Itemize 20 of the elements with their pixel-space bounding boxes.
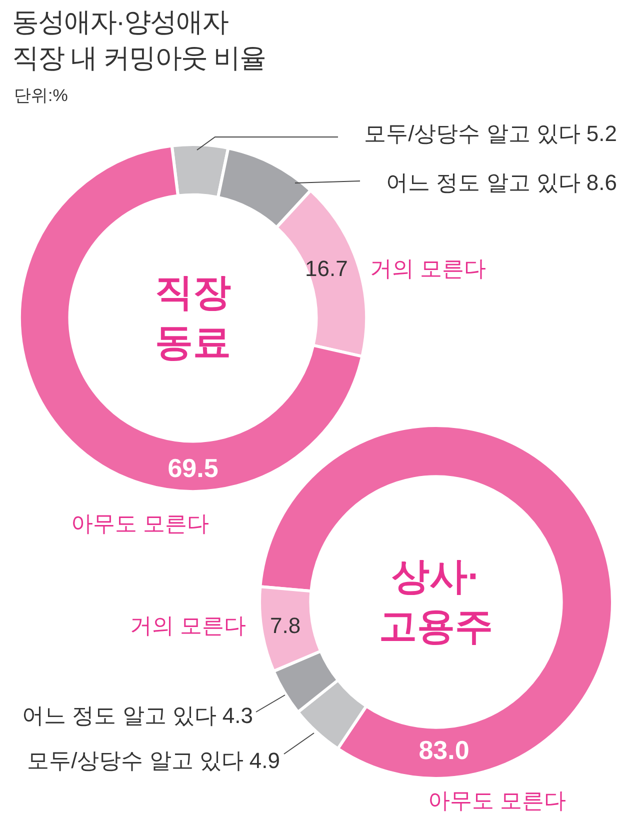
text: 상사· 고용주 [379,555,493,650]
slice-label: 어느 정도 알고 있다 [386,170,580,196]
slice-label: 거의 모른다 [130,613,246,638]
chart-title: 동성애자·양성애자 직장 내 커밍아웃 비율 [12,6,266,75]
data-label: 16.7 [305,256,348,282]
slice-label: 모두/상당수 알고 있다 [27,748,244,774]
data-label: 8.6 [586,170,617,196]
slice-label: 아무도 모른다 [428,788,566,814]
slice-label: 아무도 모른다 [70,511,210,536]
slice-label: 모두/상당수 알고 있다 [364,121,580,146]
data-label: 4.3 [222,703,253,728]
data-label: 5.2 [586,121,617,146]
data-label: 7.8 [270,613,301,638]
slice-label: 거의 모른다 [370,256,486,282]
chart-subtitle: 단위:% [14,85,68,107]
text: 직장 동료 [155,271,231,366]
data-label: 69.5 [168,453,218,484]
data-label: 4.9 [249,748,280,774]
data-label: 83.0 [418,735,470,766]
slice-label: 어느 정도 알고 있다 [22,703,216,728]
